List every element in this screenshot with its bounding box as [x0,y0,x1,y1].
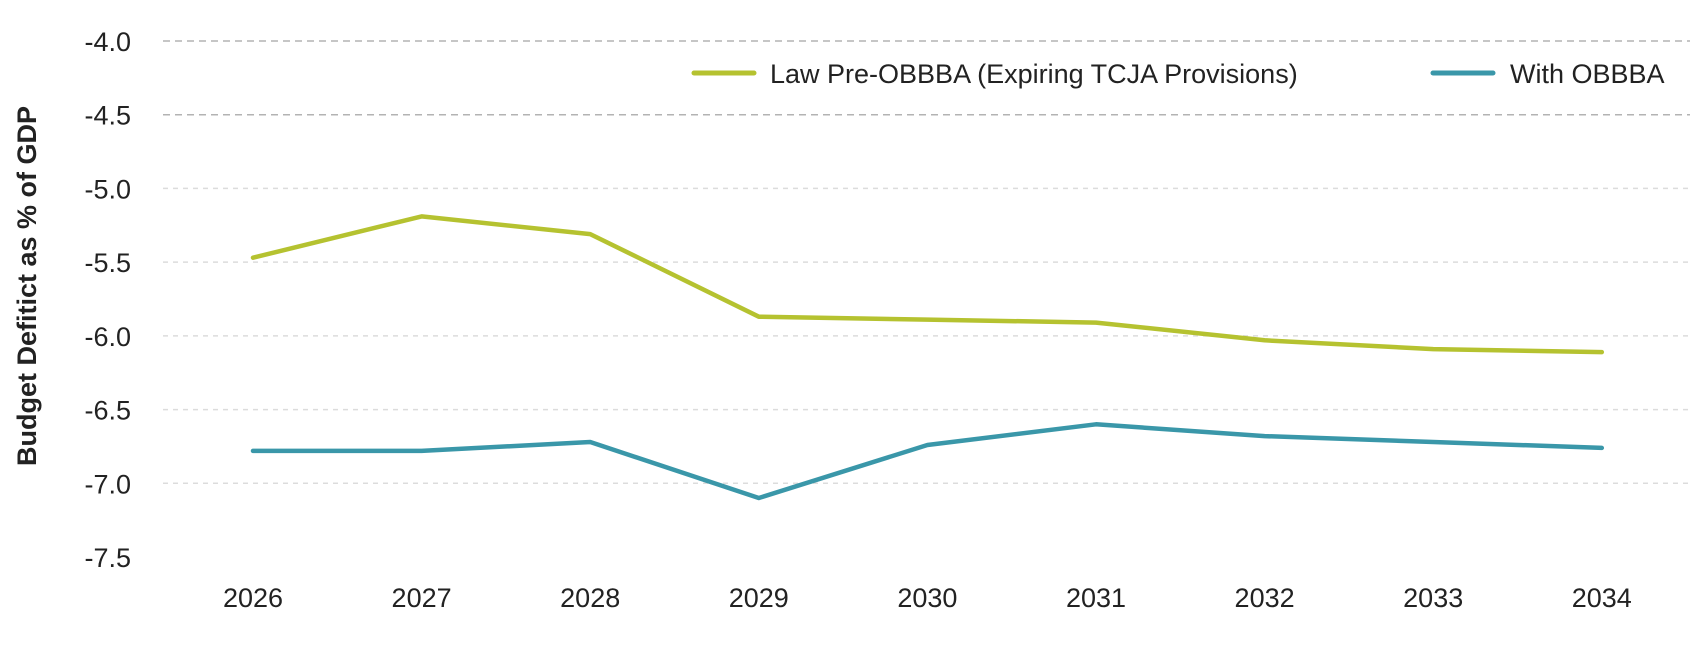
x-axis-ticks: 2026 2027 2028 2029 2030 2031 2032 2033 2034 [223,583,1632,613]
y-tick-label: -7.0 [84,469,131,499]
x-tick-label: 2028 [560,583,620,613]
y-tick-label: -6.0 [84,322,131,352]
y-tick-label: -5.0 [84,174,131,204]
y-tick-label: -4.0 [84,27,131,57]
legend-item-pre-obbba: Law Pre-OBBBA (Expiring TCJA Provisions) [691,59,1298,89]
x-tick-label: 2031 [1066,583,1126,613]
y-tick-label: -4.5 [84,101,131,131]
legend-item-with-obbba: With OBBBA [1430,59,1665,89]
y-axis-ticks: -4.0 -4.5 -5.0 -5.5 -6.0 -6.5 -7.0 -7.5 [84,27,131,573]
legend: Law Pre-OBBBA (Expiring TCJA Provisions)… [691,59,1665,89]
x-tick-label: 2029 [729,583,789,613]
series-line-0 [250,214,1605,355]
x-tick-label: 2026 [223,583,283,613]
y-tick-label: -6.5 [84,396,131,426]
legend-label-with-obbba: With OBBBA [1510,59,1665,89]
legend-label-pre-obbba: Law Pre-OBBBA (Expiring TCJA Provisions) [770,59,1298,89]
x-tick-label: 2027 [392,583,452,613]
y-axis-label: Budget Defitict as % of GDP [12,106,42,466]
series-lines [250,214,1605,501]
y-tick-label: -5.5 [84,248,131,278]
x-tick-label: 2030 [897,583,957,613]
x-tick-label: 2032 [1235,583,1295,613]
x-tick-label: 2034 [1572,583,1632,613]
series-line-1 [250,422,1605,501]
y-tick-label: -7.5 [84,543,131,573]
x-tick-label: 2033 [1403,583,1463,613]
gridlines [163,40,1690,485]
